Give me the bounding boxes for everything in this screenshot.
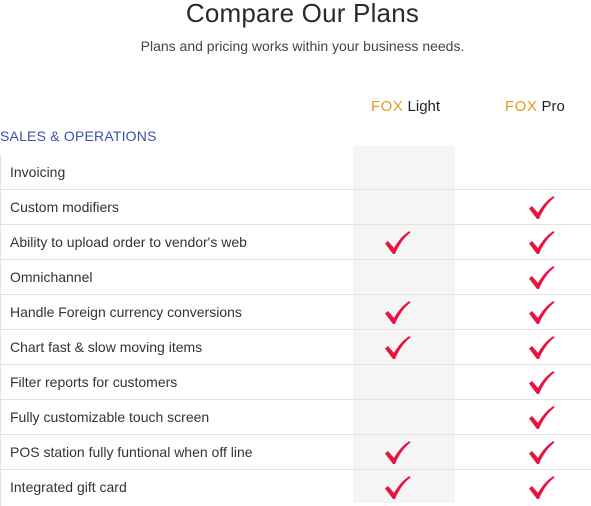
check-icon: [527, 300, 555, 326]
feature-row: Omnichannel: [0, 260, 591, 295]
check-icon: [383, 230, 411, 256]
plan-light-brand: FOX: [371, 98, 404, 115]
feature-row: Ability to upload order to vendor's web: [0, 225, 591, 260]
plan-pro-brand: FOX: [505, 98, 538, 115]
feature-row: Invoicing: [0, 155, 591, 190]
check-icon: [527, 335, 555, 361]
feature-row: Handle Foreign currency conversions: [0, 295, 591, 330]
feature-name: Fully customizable touch screen: [10, 409, 210, 425]
feature-name: Custom modifiers: [10, 199, 119, 215]
feature-row: POS station fully funtional when off lin…: [0, 435, 591, 470]
feature-row: Chart fast & slow moving items: [0, 330, 591, 365]
feature-row: Fully customizable touch screen: [0, 400, 591, 435]
check-icon: [527, 405, 555, 431]
feature-name: Chart fast & slow moving items: [10, 339, 203, 355]
feature-list: Invoicing Custom modifiers Ability to uplo…: [0, 155, 591, 506]
plan-light-name: Light: [407, 98, 441, 115]
check-icon: [383, 440, 411, 466]
page-subtitle: Plans and pricing works within your busi…: [140, 38, 465, 54]
check-icon: [527, 440, 555, 466]
check-icon: [383, 335, 411, 361]
check-icon: [527, 370, 555, 396]
feature-name: Integrated gift card: [10, 479, 127, 495]
plan-header-pro: FOX Pro: [505, 98, 565, 115]
check-icon: [383, 300, 411, 326]
feature-row: Integrated gift card: [0, 470, 591, 506]
feature-name: Ability to upload order to vendor's web: [10, 234, 247, 250]
check-icon: [383, 475, 411, 501]
page-title: Compare Our Plans: [185, 0, 420, 28]
feature-name: POS station fully funtional when off lin…: [10, 444, 253, 460]
feature-name: Filter reports for customers: [10, 374, 178, 390]
check-icon: [527, 195, 555, 221]
plan-header-light: FOX Light: [371, 98, 440, 115]
feature-name: Omnichannel: [10, 269, 93, 285]
plan-pro-name: Pro: [541, 98, 565, 115]
check-icon: [527, 230, 555, 256]
feature-row: Filter reports for customers: [0, 365, 591, 400]
section-title: SALES & OPERATIONS: [0, 128, 157, 144]
check-icon: [527, 475, 555, 501]
feature-name: Handle Foreign currency conversions: [10, 304, 242, 320]
feature-row: Custom modifiers: [0, 190, 591, 225]
check-icon: [527, 265, 555, 291]
feature-name: Invoicing: [10, 164, 66, 180]
light-column-highlight: [353, 146, 455, 503]
